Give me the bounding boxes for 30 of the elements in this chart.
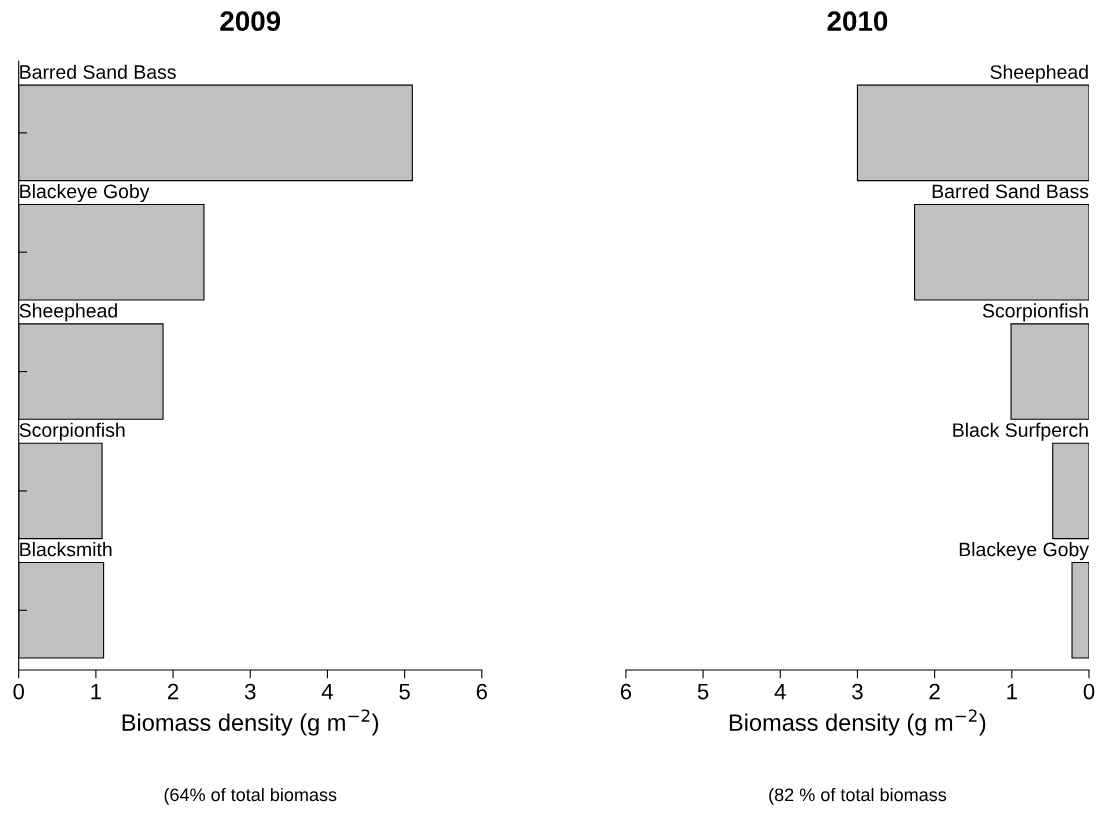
category-label: Scorpionfish (19, 422, 125, 441)
x-tick-label: 1 (91, 683, 101, 700)
category-label: Scorpionfish (982, 303, 1088, 322)
x-tick-label: 5 (399, 683, 410, 700)
category-label: Blacksmith (20, 542, 112, 557)
text: (82 % of total biomass (769, 787, 947, 805)
x-tick-label: 0 (13, 683, 25, 700)
x-axis-title: Biomass density (g m$^{−2}$) (122, 709, 379, 736)
category-label: Sheephead (19, 303, 117, 322)
category-label: Blackeye Goby (20, 183, 150, 203)
category-label: Sheephead (990, 64, 1088, 83)
category-label: Black Surfperch (953, 422, 1088, 441)
category-label: Barred Sand Bass (20, 64, 176, 79)
chart-title: 2009 (220, 11, 281, 31)
x-tick-label: 1 (1007, 683, 1017, 700)
x-axis-title: Biomass density (g m$^{−2}$) (729, 709, 986, 736)
text: (64% of total biomass (164, 787, 337, 805)
x-tick-label: 5 (697, 683, 709, 700)
x-tick-label: 6 (476, 683, 487, 700)
x-tick-label: 3 (852, 683, 863, 700)
x-tick-label: 4 (774, 683, 786, 700)
x-tick-label: 4 (321, 683, 333, 700)
category-label: Barred Sand Bass (932, 183, 1089, 199)
x-tick-label: 6 (620, 683, 632, 700)
x-tick-label: 0 (1083, 683, 1095, 700)
category-label: Blackeye Goby (959, 542, 1089, 561)
chart-title: 2010 (827, 11, 888, 31)
x-tick-label: 2 (929, 683, 940, 700)
x-tick-label: 3 (244, 683, 256, 700)
x-tick-label: 2 (168, 683, 179, 700)
